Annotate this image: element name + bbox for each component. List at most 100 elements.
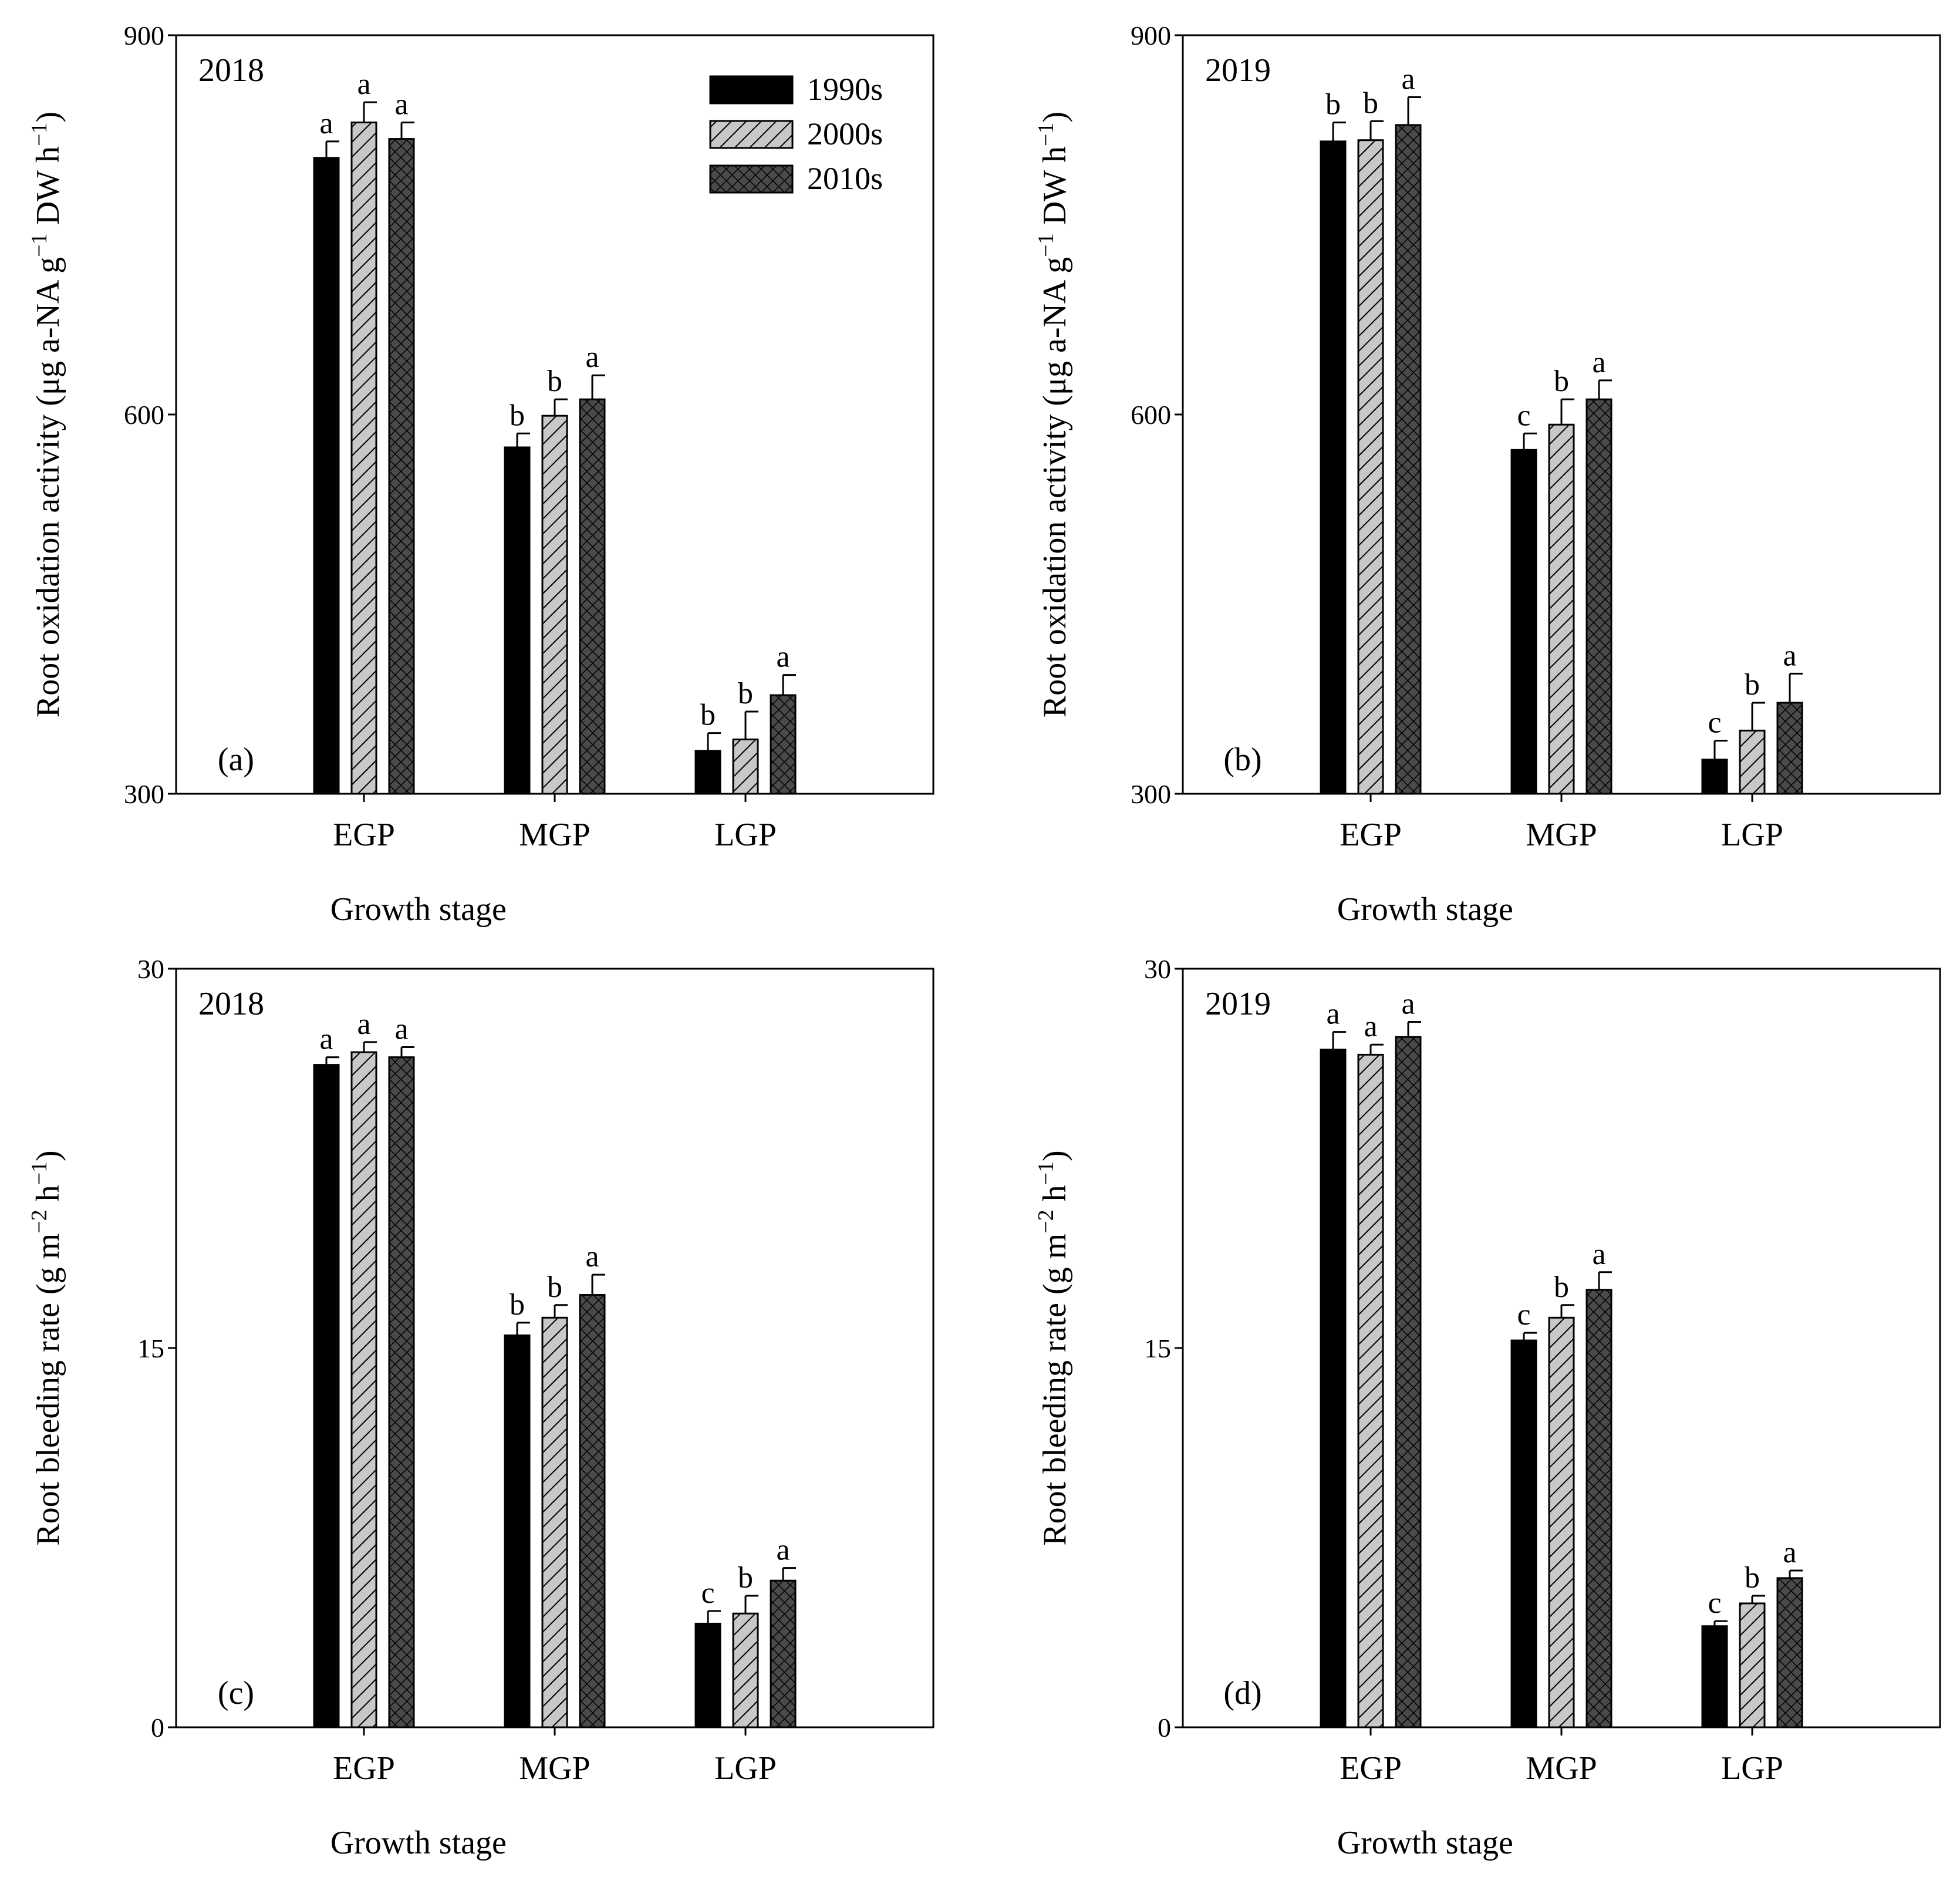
significance-letter: a [1592, 346, 1605, 379]
bar-2000s-LGP [1739, 1602, 1766, 1728]
significance-letter: b [1745, 1561, 1760, 1595]
significance-letter: a [357, 1007, 370, 1041]
panel-label: (c) [218, 1675, 254, 1711]
significance-letter: a [394, 88, 408, 122]
y-axis-title-part: ) [1037, 1150, 1073, 1161]
bar-2010s-LGP [770, 1579, 797, 1728]
significance-letter: c [1517, 399, 1530, 432]
significance-letter: b [738, 1561, 753, 1595]
significance-letter: b [510, 1288, 525, 1322]
y-tick-label: 300 [1131, 779, 1171, 809]
bar-2010s-EGP [1395, 1036, 1422, 1728]
y-axis-title-part: DW h [1037, 146, 1073, 233]
y-axis-title-part: ) [1037, 112, 1073, 123]
y-axis-title-part: ) [30, 112, 66, 123]
y-axis-title: Root bleeding rate (g m−2 h−1) [1034, 1150, 1073, 1545]
y-tick-label: 300 [124, 779, 164, 809]
x-axis-title: Growth stage [1337, 1825, 1513, 1861]
y-axis-title-superscript: −1 [27, 123, 52, 146]
significance-letter: b [1745, 668, 1760, 702]
panel-c: 0 15 30 EGP MGP LGP Growth stage Root bleeding … [27, 954, 935, 1861]
legend-swatch-2010s [709, 164, 794, 194]
category-label: EGP [1340, 817, 1402, 853]
y-tick-label: 600 [124, 400, 164, 430]
bar-2000s-EGP [350, 122, 377, 795]
significance-letter: a [1783, 639, 1796, 672]
significance-letter: a [1364, 1010, 1377, 1043]
significance-letter: b [1554, 365, 1569, 398]
bar-2010s-MGP [1585, 1289, 1612, 1728]
y-tick-label: 0 [151, 1713, 164, 1743]
y-axis-title-superscript: −1 [27, 233, 52, 257]
y-axis-title-superscript: −2 [1034, 1209, 1058, 1233]
significance-letter: c [701, 1576, 714, 1610]
legend: 1990s 2000s 2010s [709, 72, 883, 196]
y-tick-label: 900 [1131, 21, 1171, 50]
y-axis-title-superscript: −1 [1034, 233, 1058, 257]
legend-label-2000s: 2000s [807, 116, 883, 151]
category-label: LGP [1721, 1750, 1783, 1787]
legend-swatch-2000s [709, 120, 794, 149]
bar-1990s-LGP [1701, 759, 1728, 795]
bar-2010s-EGP [388, 138, 415, 795]
bar-1990s-EGP [313, 1064, 340, 1728]
significance-letter: b [1325, 88, 1341, 122]
bar-2010s-LGP [1776, 702, 1803, 795]
y-axis-title-part: Root bleeding rate (g m [1037, 1234, 1073, 1546]
y-tick-label: 30 [1144, 954, 1171, 984]
significance-letter: b [700, 699, 716, 732]
significance-letter: a [319, 107, 333, 140]
panel-a: 300 600 900 EGP MGP LGP Growth stage Root oxida… [27, 21, 935, 928]
significance-letter: a [1401, 987, 1415, 1020]
y-axis-title: Root oxidation activity (μg a-NA g−1 DW … [1034, 112, 1073, 717]
panel-label: (d) [1223, 1675, 1261, 1711]
panel-label: (a) [218, 742, 254, 778]
panel-b: 300 600 900 EGP MGP LGP Growth stage Root oxida… [1034, 21, 1941, 928]
category-label: LGP [714, 817, 777, 853]
significance-letter: a [776, 641, 790, 674]
y-axis-title-part: Root bleeding rate (g m [30, 1234, 66, 1546]
category-label: EGP [333, 817, 395, 853]
y-axis-title-superscript: −2 [27, 1209, 52, 1233]
bar-1990s-MGP [1510, 449, 1537, 795]
y-axis-title-superscript: −1 [1034, 1161, 1058, 1185]
panel-d: 0 15 30 EGP MGP LGP Growth stage Root bleeding … [1034, 954, 1941, 1861]
bar-2010s-MGP [1585, 398, 1612, 795]
bar-2010s-LGP [1776, 1577, 1803, 1728]
significance-letter: c [1708, 706, 1721, 740]
bar-2000s-MGP [1548, 423, 1575, 795]
significance-letter: b [510, 399, 525, 432]
category-label: MGP [519, 817, 590, 853]
y-tick-label: 0 [1158, 1713, 1171, 1743]
bar-2000s-EGP [1357, 139, 1384, 795]
significance-letter: a [319, 1023, 333, 1056]
significance-letter: b [738, 677, 753, 710]
bar-2000s-EGP [1357, 1053, 1384, 1728]
y-tick-label: 30 [137, 954, 164, 984]
significance-letter: c [1708, 1586, 1721, 1620]
significance-letter: a [585, 1240, 599, 1273]
year-label: 2018 [198, 986, 264, 1022]
category-label: MGP [1526, 1750, 1597, 1787]
bar-1990s-EGP [1320, 1049, 1347, 1728]
significance-letter: a [1783, 1536, 1796, 1569]
y-tick-label: 900 [124, 21, 164, 50]
bar-2000s-LGP [1739, 729, 1766, 795]
bar-1990s-EGP [313, 157, 340, 795]
significance-letter: b [1554, 1271, 1569, 1304]
year-label: 2018 [198, 52, 264, 89]
y-axis-title: Root oxidation activity (μg a-NA g−1 DW … [27, 112, 66, 717]
y-axis-title-part: ) [30, 1150, 66, 1161]
y-axis-title-superscript: −1 [27, 1161, 52, 1185]
significance-letter: a [1592, 1238, 1605, 1271]
year-label: 2019 [1205, 986, 1271, 1022]
significance-letter: a [1326, 998, 1340, 1031]
significance-letter: b [547, 365, 562, 398]
bar-1990s-LGP [1701, 1625, 1728, 1728]
y-axis-title: Root bleeding rate (g m−2 h−1) [27, 1150, 66, 1545]
category-label: LGP [714, 1750, 777, 1787]
bar-1990s-LGP [694, 750, 721, 795]
bar-1990s-MGP [1510, 1339, 1537, 1728]
